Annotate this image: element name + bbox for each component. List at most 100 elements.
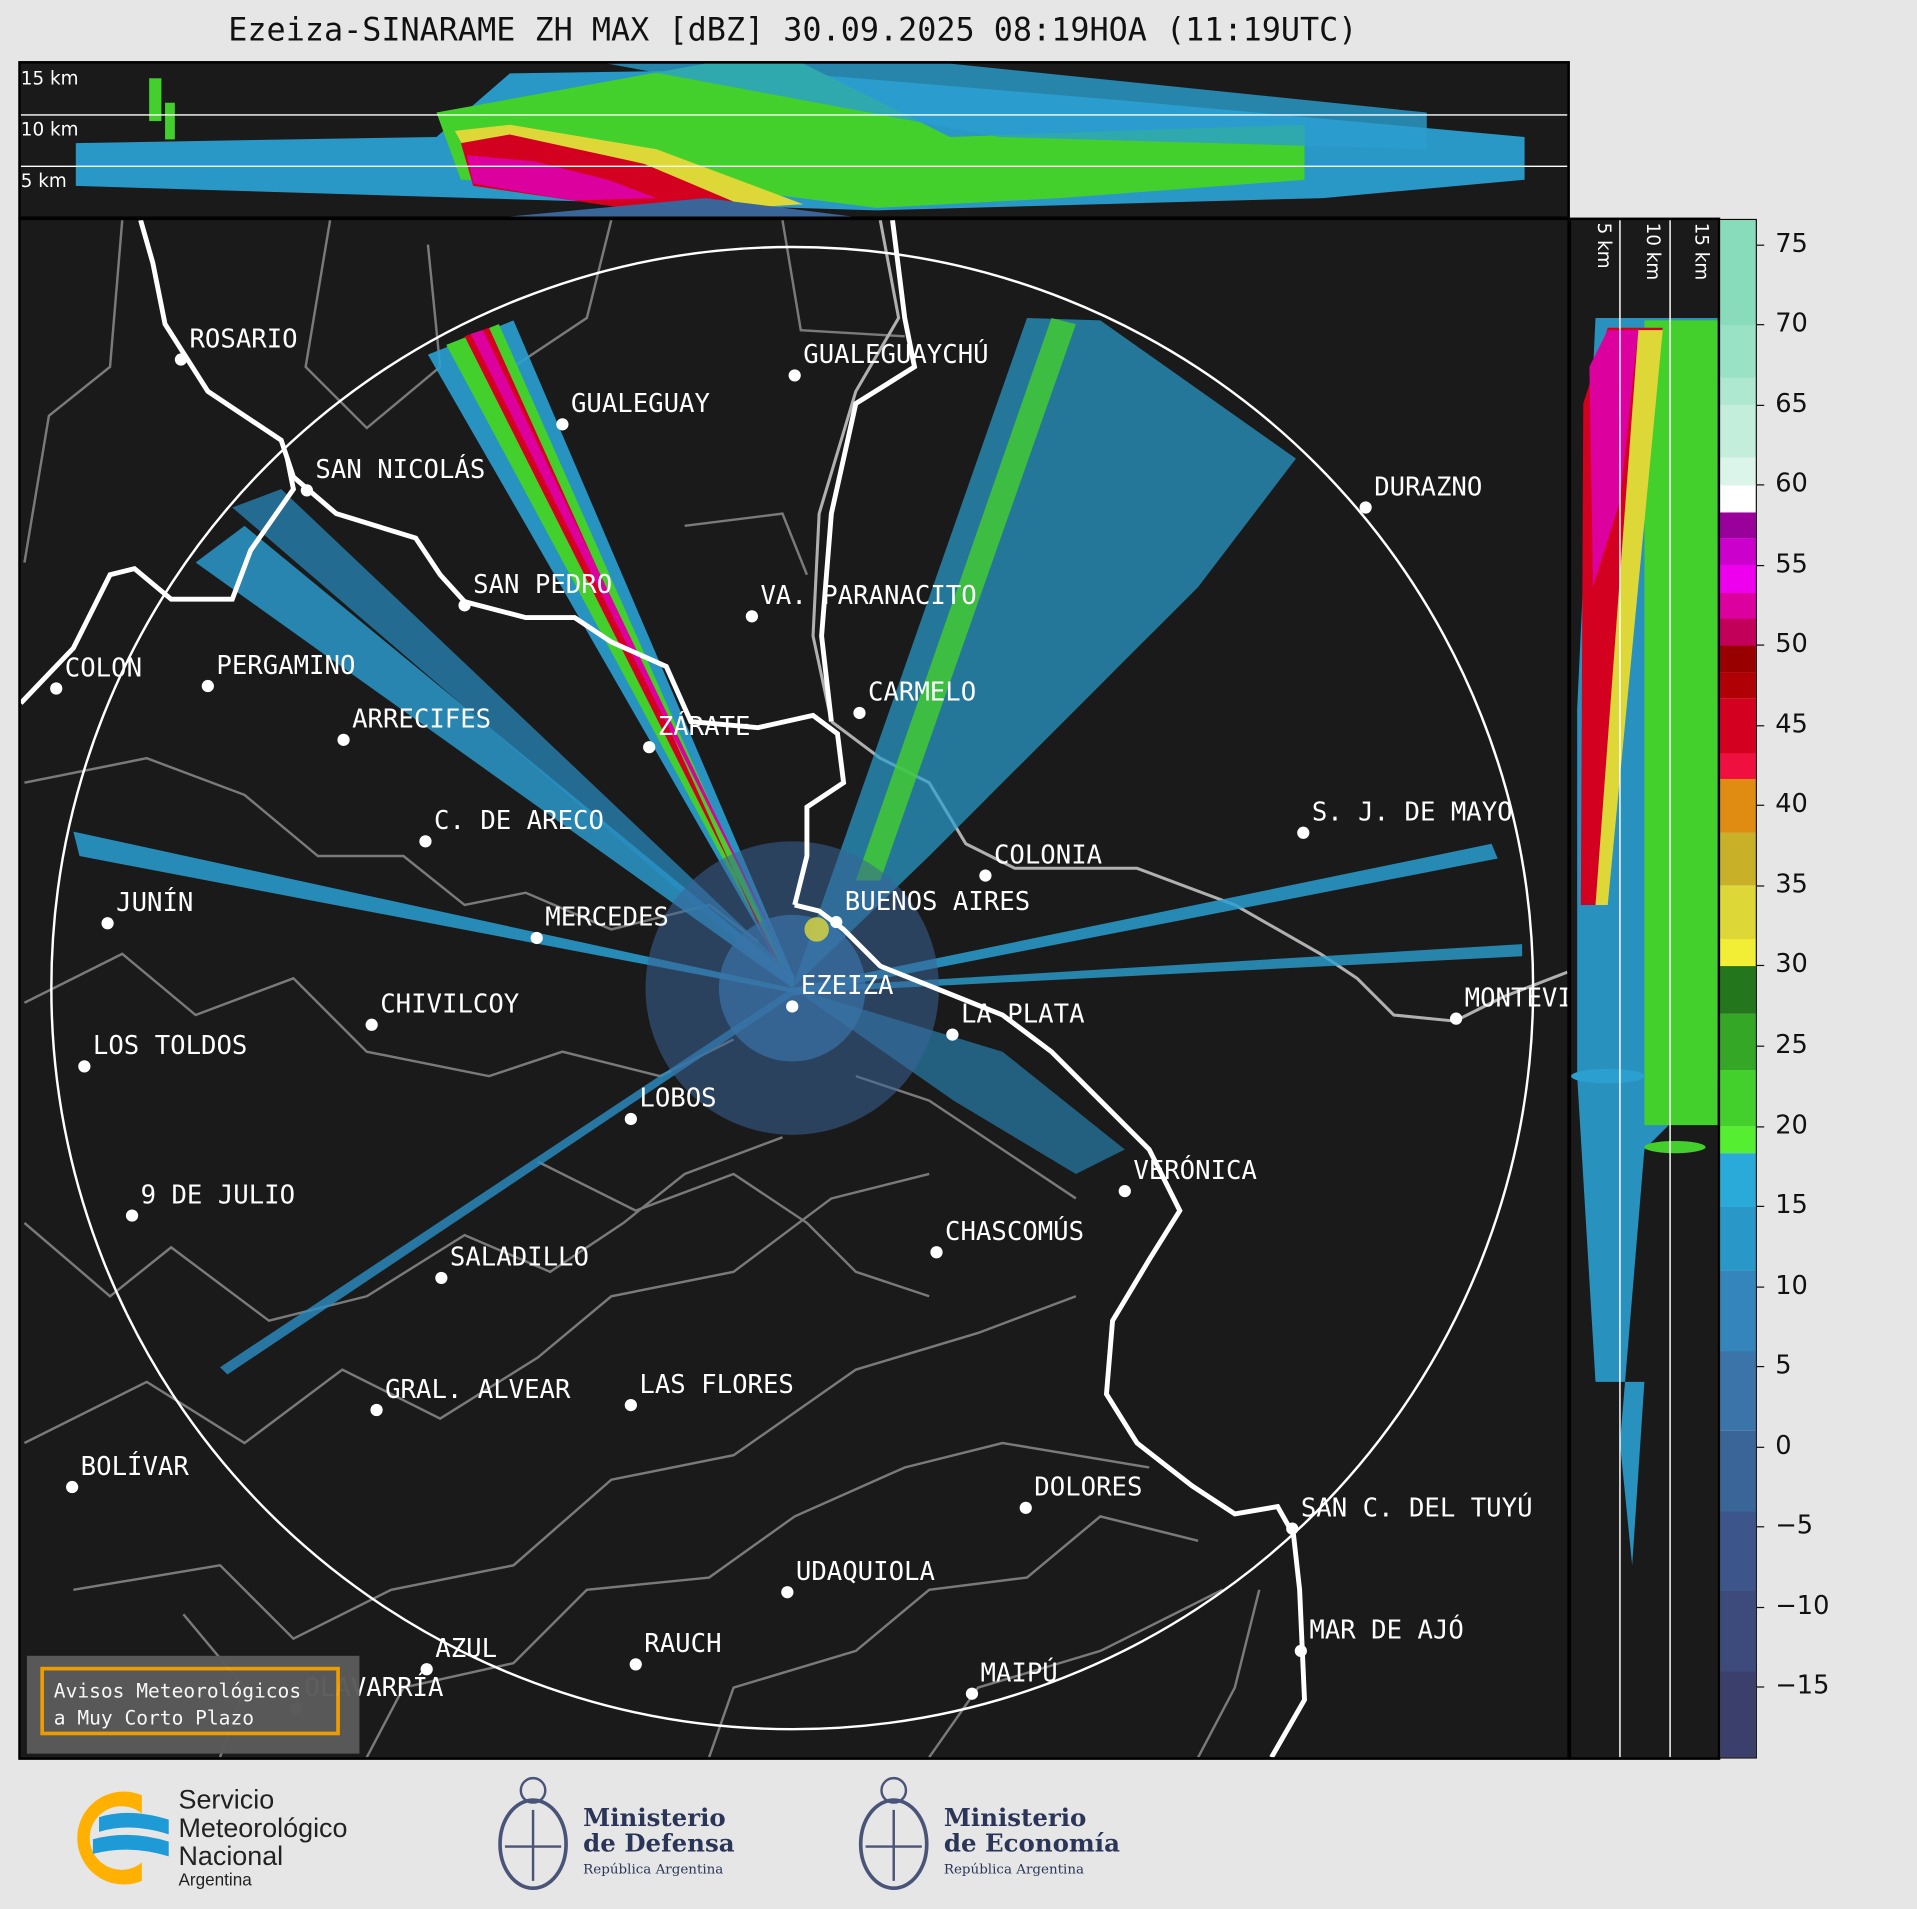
colorbar-tick-mark [1756, 1446, 1765, 1448]
colorbar-bin [1720, 404, 1756, 458]
notice-line-2: a Muy Corto Plazo [53, 1705, 255, 1730]
colorbar-tick-mark [1756, 885, 1765, 887]
city-label: AZUL [435, 1634, 497, 1664]
city-label: MONTEVIDEO [1465, 983, 1568, 1013]
height-label-15km: 15 km [1690, 222, 1713, 281]
colorbar-bin [1720, 832, 1756, 886]
colorbar-bin [1720, 1205, 1756, 1271]
colorbar-tick-label: 40 [1775, 789, 1808, 819]
colorbar-tick-mark [1756, 1286, 1765, 1288]
colorbar-bin [1720, 377, 1756, 406]
city-label: CHASCOMÚS [945, 1215, 1084, 1247]
city-label: GUALEGUAY [571, 389, 710, 419]
colorbar-tick-label: 10 [1775, 1270, 1808, 1300]
colorbar-bin [1720, 1013, 1756, 1071]
notice-line-1: Avisos Meteorológicos [53, 1679, 302, 1703]
city-label: RAUCH [644, 1629, 721, 1659]
city-label: 9 DE JULIO [141, 1180, 295, 1210]
colorbar-tick-label: 70 [1775, 308, 1808, 338]
colorbar-bin [1720, 885, 1756, 939]
city-label: COLON [65, 653, 142, 683]
city-label: SAN PEDRO [473, 570, 612, 600]
city-label: EZEIZA [801, 971, 894, 1001]
city-marker [1297, 826, 1310, 839]
height-label-10km: 10 km [20, 118, 79, 141]
city-marker [370, 1403, 383, 1417]
city-label: COLONIA [994, 840, 1102, 870]
economia-line-3: República Argentina [943, 1861, 1085, 1878]
colorbar-tick-label: −15 [1775, 1670, 1830, 1701]
city-marker [66, 1480, 79, 1494]
colorbar-bin [1720, 1670, 1756, 1758]
city-label: S. J. DE MAYO [1312, 798, 1513, 828]
colorbar-bin [1720, 1270, 1756, 1351]
city-marker [530, 931, 543, 945]
colorbar-tick-mark [1756, 564, 1765, 566]
city-marker [853, 706, 866, 720]
colorbar-tick-label: 50 [1775, 628, 1808, 659]
radar-map[interactable]: ROSARIO GUALEGUAYCHÚ GUALEGUAY SAN NICOLÁS D… [18, 217, 1570, 1760]
colorbar-bin [1720, 965, 1756, 1015]
city-label: SAN C. DEL TUYÚ [1301, 1491, 1533, 1523]
top-cross-section-panel: 15 km 10 km 5 km [18, 61, 1570, 219]
colorbar-bin [1720, 777, 1756, 834]
city-marker [365, 1018, 378, 1031]
city-label: CARMELO [868, 678, 976, 708]
city-marker [125, 1209, 139, 1222]
colorbar-bin [1720, 617, 1756, 646]
colorbar-tick-mark [1756, 484, 1765, 486]
notice-box[interactable]: Avisos Meteorológicos a Muy Corto Plazo [26, 1655, 360, 1754]
city-marker [101, 917, 114, 930]
notice-box-frame: Avisos Meteorológicos a Muy Corto Plazo [40, 1666, 340, 1736]
defensa-line-2: de Defensa [583, 1828, 735, 1858]
colorbar-tick-label: 30 [1775, 949, 1808, 979]
city-label: LAS FLORES [639, 1370, 793, 1400]
city-marker [830, 915, 843, 929]
colorbar-bin [1720, 220, 1756, 325]
coat-of-arms-icon [498, 1776, 568, 1890]
city-marker [979, 869, 992, 882]
colorbar-tick-mark [1756, 1686, 1765, 1688]
city-marker [556, 418, 569, 431]
colorbar-bin [1720, 938, 1756, 967]
colorbar-tick-label: 45 [1775, 709, 1808, 739]
colorbar [1718, 218, 1757, 1759]
smn-line-3: Nacional [178, 1840, 284, 1872]
colorbar-tick-mark [1756, 1526, 1765, 1528]
colorbar-bin [1720, 537, 1756, 566]
city-label: BOLÍVAR [81, 1450, 190, 1482]
side-cross-section-echoes [1571, 220, 1718, 1758]
colorbar-tick-label: 65 [1775, 388, 1808, 418]
city-label: LOBOS [639, 1084, 716, 1114]
colorbar-tick-mark [1756, 644, 1765, 647]
colorbar-tick-label: 25 [1775, 1029, 1808, 1060]
city-marker [1286, 1522, 1299, 1535]
city-marker [788, 369, 801, 382]
colorbar-tick-label: 55 [1775, 548, 1808, 579]
city-label: CHIVILCOY [380, 990, 519, 1020]
ministerio-defensa-logo: Ministerio de Defensa República Argentin… [495, 1773, 764, 1895]
economia-line-1: Ministerio [943, 1802, 1087, 1832]
height-label-10km: 10 km [1641, 222, 1664, 281]
city-marker [946, 1028, 959, 1041]
city-marker [930, 1246, 943, 1259]
city-label: GRAL. ALVEAR [385, 1375, 571, 1405]
city-label: MERCEDES [545, 903, 669, 933]
city-marker [337, 733, 350, 746]
city-label: JUNÍN [116, 886, 193, 918]
defensa-line-1: Ministerio [583, 1802, 726, 1832]
smn-logo: Servicio Meteorológico Nacional Argentin… [56, 1783, 398, 1893]
city-label: UDAQUIOLA [796, 1557, 935, 1587]
coastline-parana [138, 220, 847, 906]
city-marker [201, 679, 214, 693]
colorbar-tick-mark [1756, 1205, 1765, 1208]
colorbar-tick-mark [1756, 1125, 1765, 1127]
city-label: ARRECIFES [352, 705, 491, 735]
city-label: DURAZNO [1374, 472, 1482, 502]
city-marker [624, 1398, 637, 1412]
figure-title: Ezeiza-SINARAME ZH MAX [dBZ] 30.09.2025 … [228, 12, 1358, 49]
colorbar-tick-label: 75 [1775, 228, 1808, 258]
smn-line-2: Meteorológico [178, 1812, 348, 1843]
colorbar-bin [1720, 1590, 1756, 1672]
city-label: GUALEGUAYCHÚ [803, 338, 988, 370]
